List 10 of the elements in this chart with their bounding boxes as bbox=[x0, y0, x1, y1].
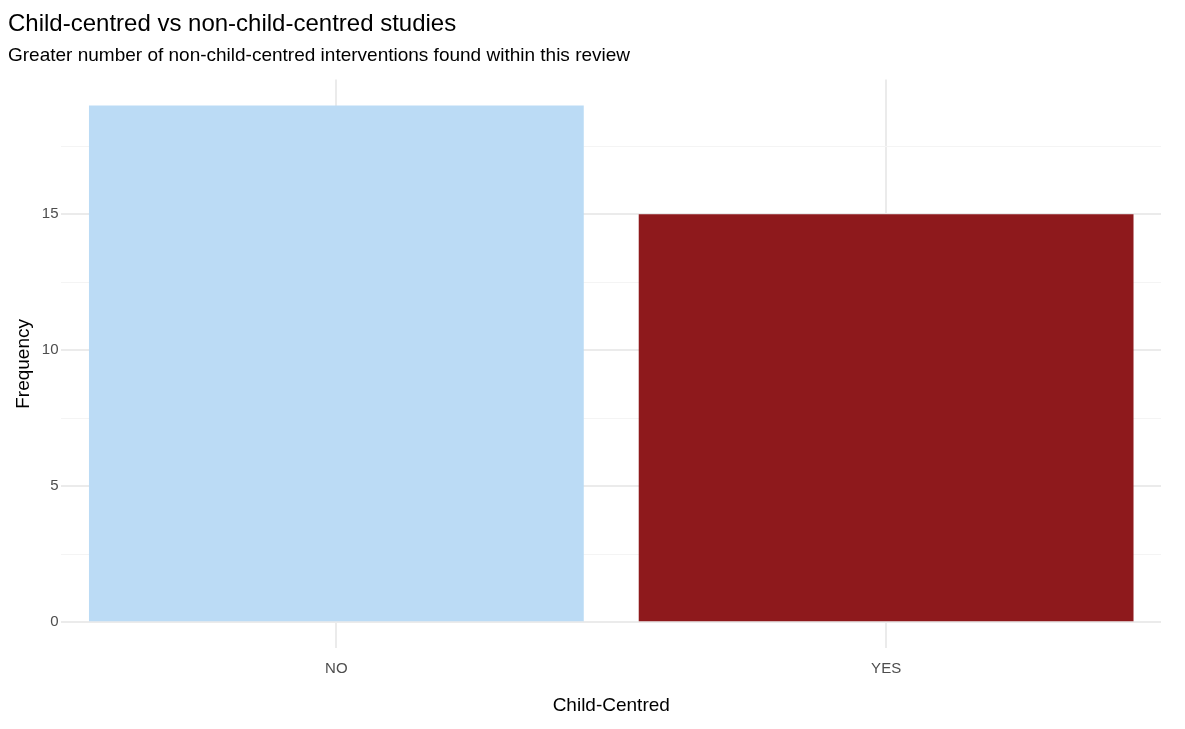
x-tick-label: YES bbox=[871, 659, 902, 677]
y-axis-title: Frequency bbox=[11, 318, 33, 409]
chart-title: Child-centred vs non-child-centred studies bbox=[8, 9, 457, 37]
x-tick-label: NO bbox=[325, 659, 348, 677]
chart-subtitle: Greater number of non-child-centred interventions found within this review bbox=[8, 44, 631, 66]
x-axis-title: Child-Centred bbox=[552, 693, 670, 715]
y-tick-label: 15 bbox=[41, 204, 59, 222]
y-tick-label: 10 bbox=[41, 340, 59, 358]
y-tick-label: 5 bbox=[50, 476, 59, 494]
y-tick-label: 0 bbox=[50, 612, 59, 630]
